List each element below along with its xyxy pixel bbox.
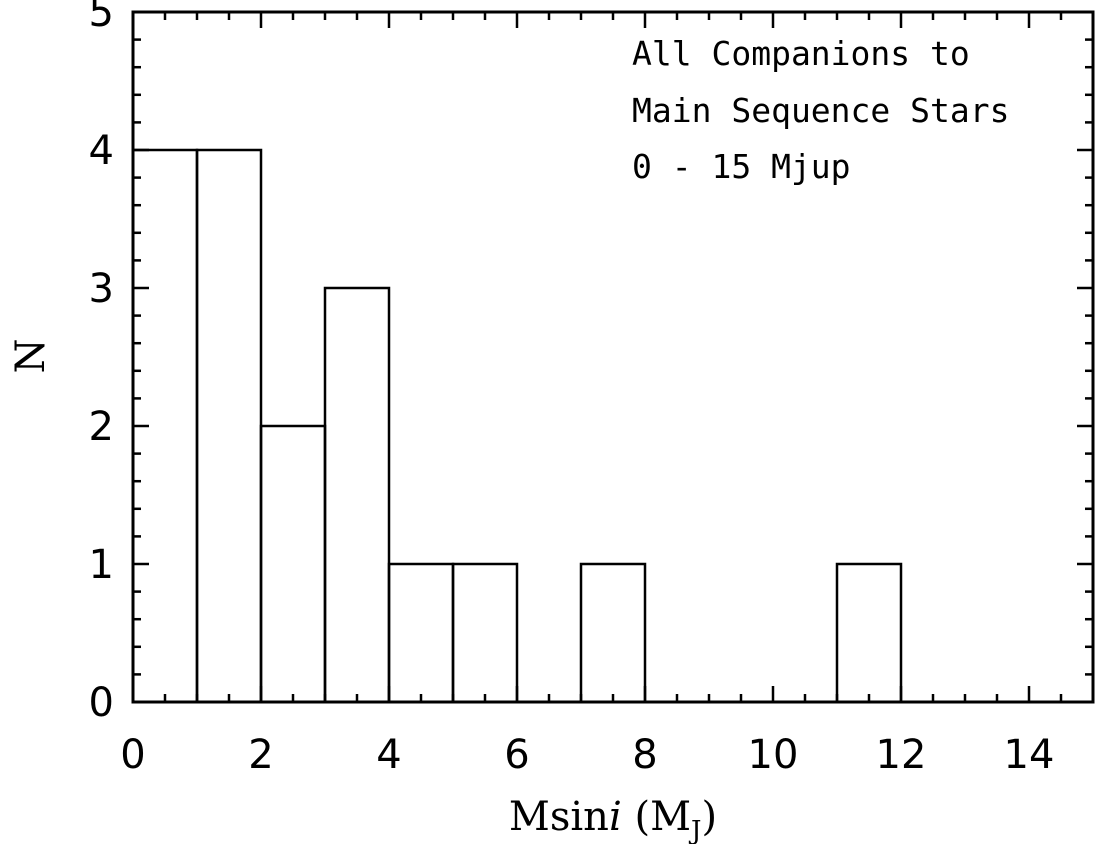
y-tick-label: 4 bbox=[89, 128, 114, 174]
x-tick-label: 6 bbox=[504, 732, 529, 778]
x-tick-label: 14 bbox=[1004, 732, 1055, 778]
y-tick-label: 0 bbox=[89, 680, 114, 726]
histogram-bar bbox=[323, 286, 391, 704]
x-tick-label: 10 bbox=[748, 732, 799, 778]
histogram-bar bbox=[259, 424, 327, 704]
plot-frame bbox=[131, 10, 1095, 704]
y-tick-label: 5 bbox=[89, 0, 114, 36]
x-tick-label: 4 bbox=[376, 732, 401, 778]
x-axis-title: Msini (MJ) bbox=[509, 794, 717, 844]
x-axis-title-open: (M bbox=[622, 794, 691, 840]
histogram-bar bbox=[579, 562, 647, 704]
histogram-bar bbox=[195, 148, 263, 704]
y-tick-labels: 0 1 2 3 4 5 bbox=[89, 0, 114, 726]
histogram-bars bbox=[131, 148, 903, 704]
x-tick-label: 12 bbox=[876, 732, 927, 778]
x-axis-title-sub: J bbox=[688, 816, 701, 844]
y-axis-title: N bbox=[8, 339, 54, 374]
annotation-line-2: Main Sequence Stars bbox=[632, 91, 1010, 130]
x-axis-title-close: ) bbox=[701, 794, 717, 840]
x-tick-label: 8 bbox=[632, 732, 657, 778]
x-tick-labels: 0 2 4 6 8 10 12 14 bbox=[120, 732, 1054, 778]
y-tick-label: 2 bbox=[89, 404, 114, 450]
annotation: All Companions to Main Sequence Stars 0 … bbox=[632, 34, 1010, 186]
histogram-bar bbox=[451, 562, 519, 704]
x-axis-title-main: Msin bbox=[509, 794, 609, 840]
annotation-line-1: All Companions to bbox=[632, 34, 970, 73]
x-tick-label: 2 bbox=[248, 732, 273, 778]
x-tick-label: 0 bbox=[120, 732, 145, 778]
y-tick-label: 3 bbox=[89, 266, 114, 312]
y-tick-label: 1 bbox=[89, 542, 114, 588]
annotation-line-3: 0 - 15 Mjup bbox=[632, 147, 851, 186]
histogram-bar bbox=[387, 562, 455, 704]
x-axis-title-italic: i bbox=[609, 794, 622, 840]
histogram-bar bbox=[835, 562, 903, 704]
